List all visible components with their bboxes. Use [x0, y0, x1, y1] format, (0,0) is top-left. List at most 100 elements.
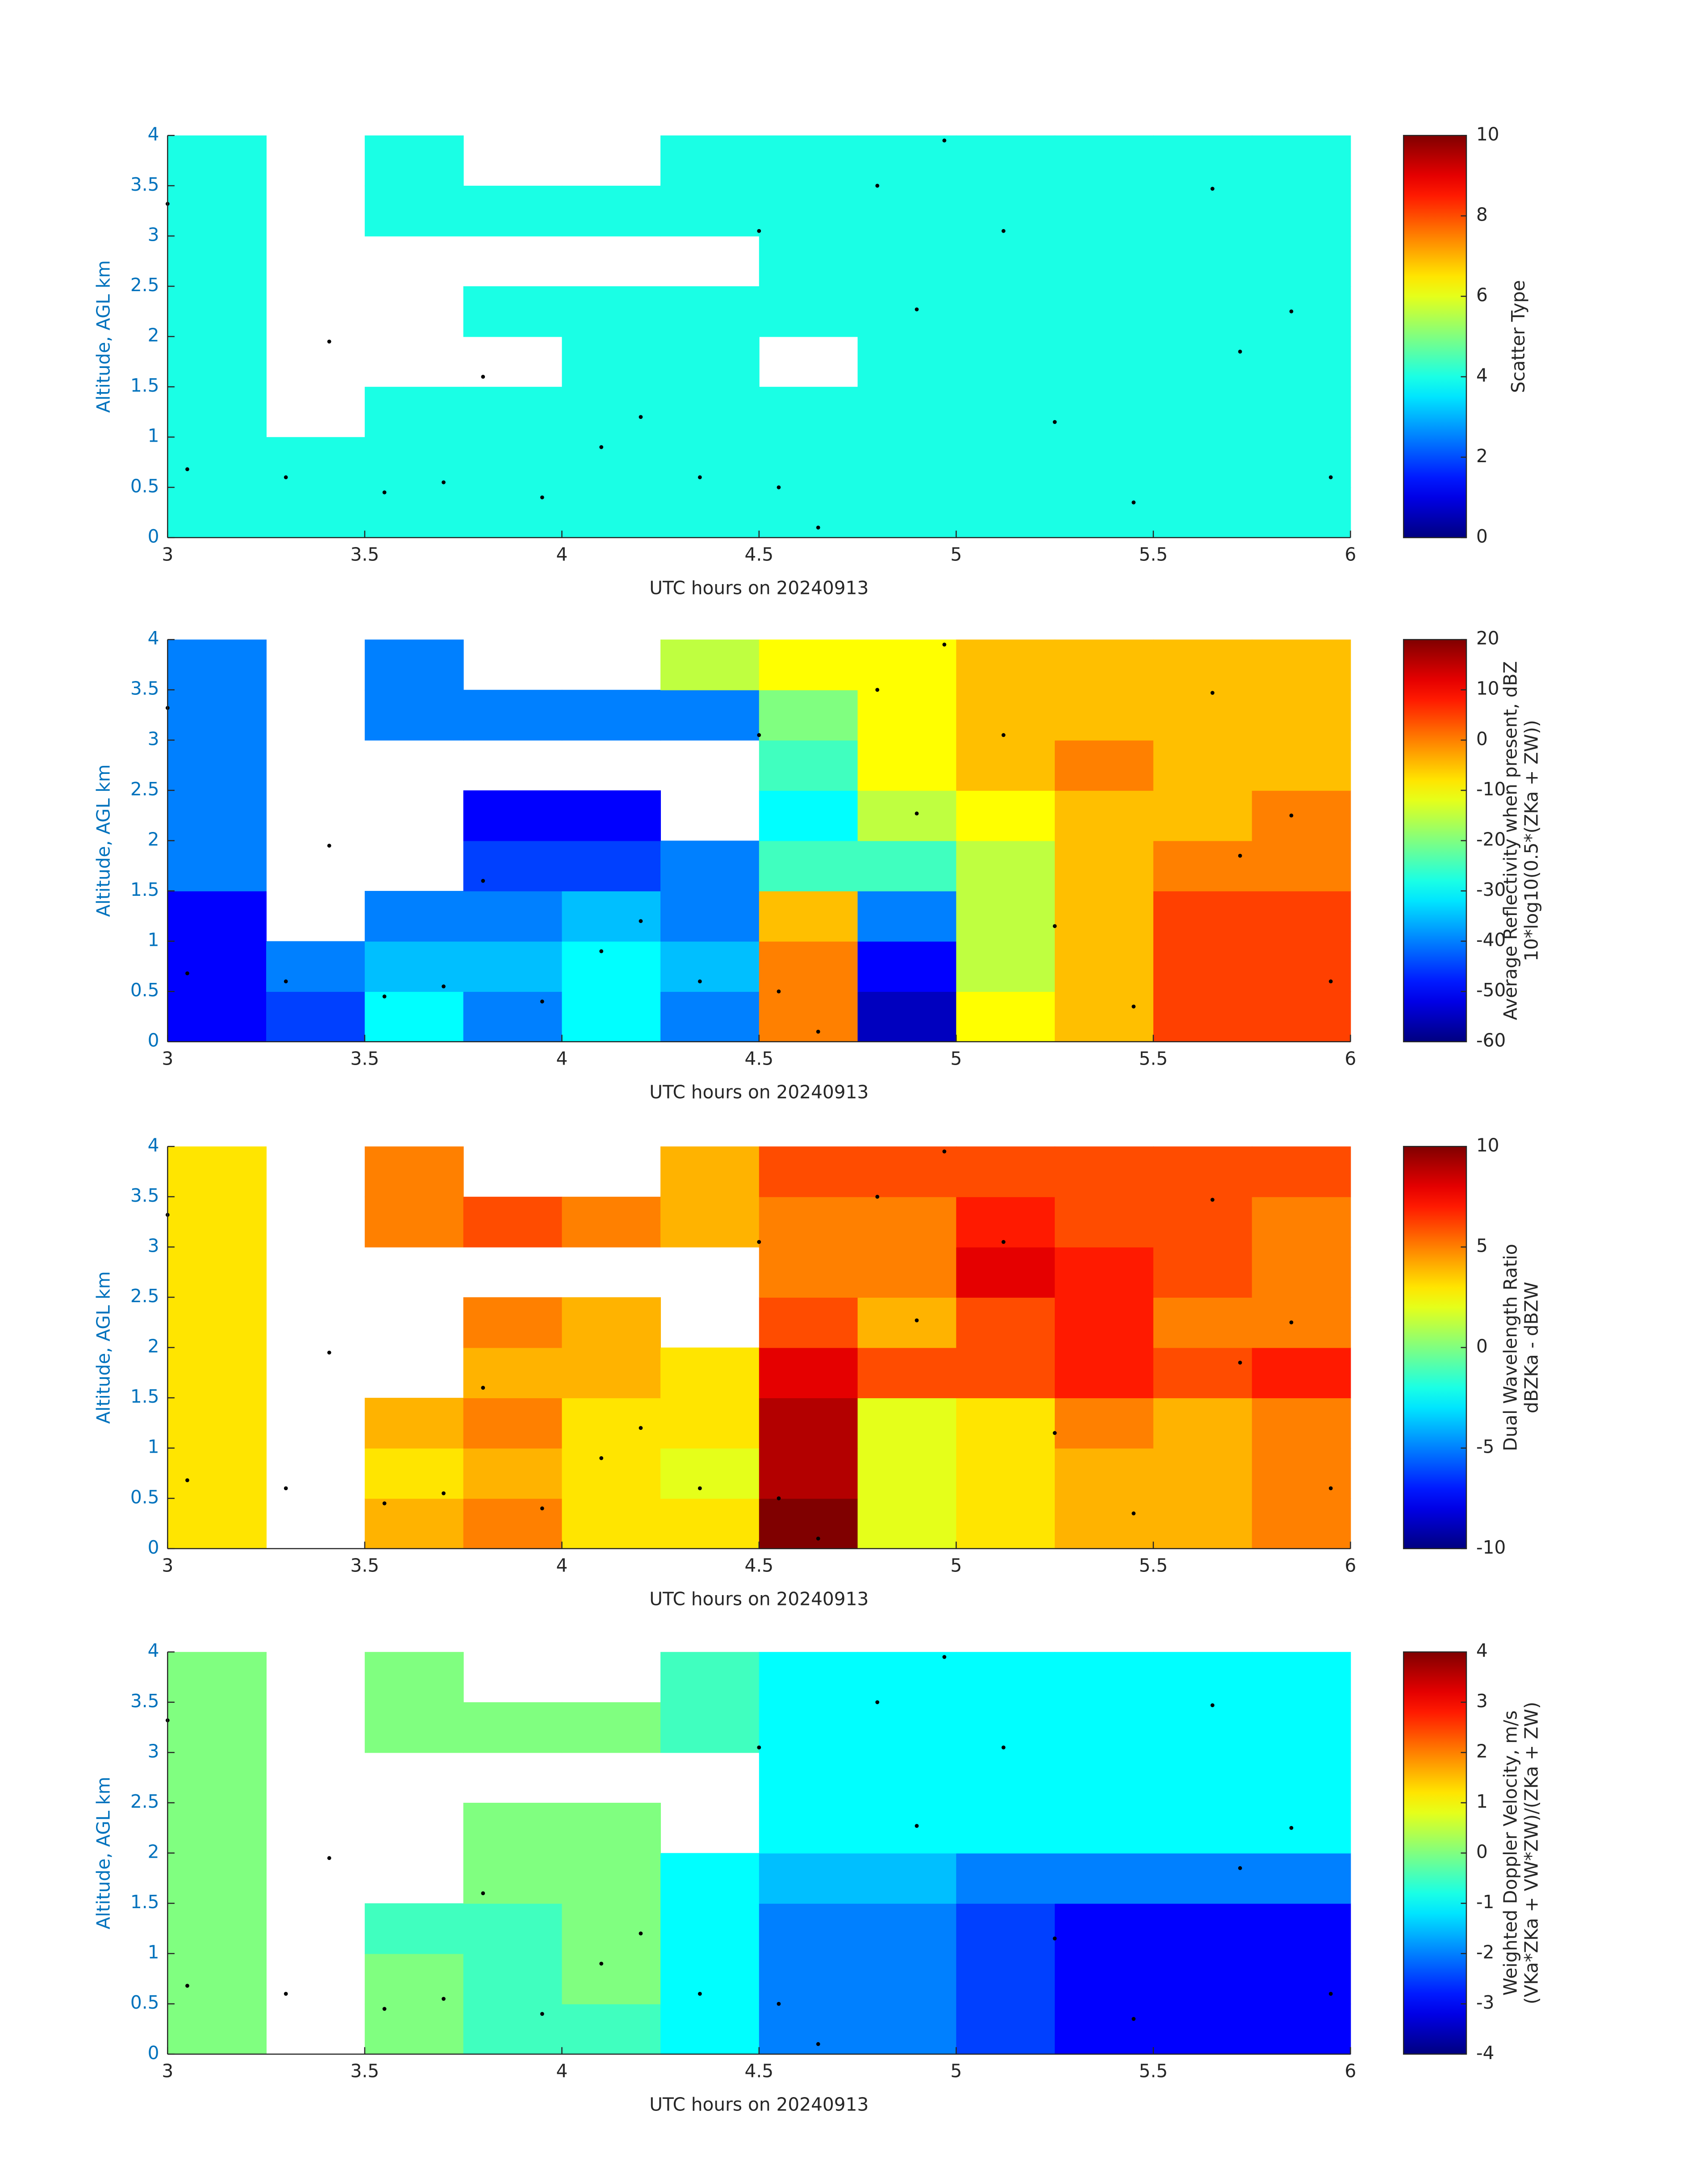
colorbar-tick-label: 0 [1476, 526, 1488, 547]
heatmap-cell [660, 689, 760, 741]
x-axis-label: UTC hours on 20240913 [649, 577, 869, 599]
heatmap-cell [463, 991, 563, 1042]
y-tick-label: 4 [148, 1134, 159, 1156]
y-axis-label: Altitude, AGL km [93, 260, 114, 413]
heatmap-cell [562, 1448, 661, 1499]
heatmap-cell [562, 336, 661, 388]
heatmap-cell [857, 185, 957, 237]
heatmap-cell [857, 1146, 957, 1197]
marker-point [816, 526, 820, 530]
y-axis-label: Altitude, AGL km [93, 1271, 114, 1424]
colorbar-tick-label: 5 [1476, 1235, 1488, 1256]
heatmap-cell [956, 336, 1056, 388]
y-tick-label: 3 [148, 224, 159, 245]
y-tick-label: 2.5 [130, 1285, 159, 1307]
heatmap-cell [167, 689, 267, 741]
colorbar-label: Dual Wavelength Ratio [1500, 1244, 1521, 1451]
y-tick-label: 4 [148, 1640, 159, 1661]
colorbar-tick-label: -5 [1476, 1436, 1495, 1458]
heatmap-cell [167, 941, 267, 992]
heatmap-cell [956, 991, 1056, 1042]
y-tick-label: 1.5 [130, 1386, 159, 1407]
marker-point [1289, 1320, 1294, 1325]
heatmap-cell [562, 1347, 661, 1399]
marker-point [1238, 853, 1242, 858]
x-tick-label: 5.5 [1139, 1555, 1168, 1576]
marker-point [1210, 1198, 1215, 1202]
heatmap-cell [956, 1853, 1056, 1904]
heatmap-cell [857, 1347, 957, 1399]
colorbar-label: dBZKa - dBZW [1520, 1282, 1542, 1413]
heatmap-cell [759, 286, 858, 337]
heatmap-cell [167, 1652, 267, 1703]
heatmap-cell [167, 840, 267, 891]
marker-point [540, 1506, 544, 1511]
heatmap-cell [956, 1448, 1056, 1499]
heatmap-cell [759, 1903, 858, 1954]
x-axis-label: UTC hours on 20240913 [649, 2094, 869, 2115]
y-tick-label: 0 [148, 2042, 159, 2064]
heatmap-cell [1055, 185, 1154, 237]
heatmap-cell [364, 437, 464, 488]
heatmap-cell [956, 1802, 1056, 1854]
y-tick-label: 3.5 [130, 678, 159, 699]
heatmap-cell [1252, 236, 1351, 287]
heatmap-cell [857, 1853, 957, 1904]
heatmap-cell [660, 1903, 760, 1954]
heatmap-cell [660, 1448, 760, 1499]
marker-point [327, 1856, 331, 1860]
heatmap-cell [364, 1652, 464, 1703]
marker-point [382, 994, 387, 999]
heatmap-cell [1055, 1247, 1154, 1298]
heatmap-cell [1153, 286, 1253, 337]
heatmap-cell [1252, 840, 1351, 891]
heatmap-cell [1252, 1448, 1351, 1499]
y-tick-label: 3.5 [130, 1185, 159, 1206]
x-tick-label: 5 [950, 2060, 962, 2081]
marker-point [1001, 1745, 1006, 1750]
heatmap-cell [1055, 487, 1154, 538]
x-tick-label: 3 [162, 2060, 173, 2081]
heatmap-cell [463, 1398, 563, 1449]
colorbar [1403, 135, 1467, 539]
heatmap-cell [463, 1196, 563, 1248]
heatmap-cell [463, 487, 563, 538]
heatmap [167, 1652, 1351, 2055]
marker-point [915, 307, 919, 312]
heatmap-cell [1055, 790, 1154, 841]
heatmap-cell [167, 1347, 267, 1399]
heatmap-cell [1153, 1752, 1253, 1803]
heatmap-cell [857, 891, 957, 942]
colorbar-tick-label: 0 [1476, 1336, 1488, 1357]
heatmap-cell [956, 135, 1056, 186]
heatmap-cell [562, 840, 661, 891]
heatmap-cell [759, 941, 858, 992]
heatmap-cell [660, 840, 760, 891]
heatmap-cell [1252, 689, 1351, 741]
y-tick-label: 2 [148, 828, 159, 850]
y-tick-label: 0.5 [130, 475, 159, 497]
y-tick-label: 1.5 [130, 1891, 159, 1913]
heatmap-cell [1153, 1146, 1253, 1197]
colorbar-tick-label: 8 [1476, 204, 1488, 225]
x-tick-label: 3.5 [350, 1048, 379, 1069]
heatmap-cell [463, 891, 563, 942]
colorbar-tick-label: 20 [1476, 627, 1499, 649]
heatmap-cell [1153, 1297, 1253, 1348]
heatmap-cell [956, 1297, 1056, 1348]
y-tick-label: 2.5 [130, 778, 159, 800]
y-axis-label: Altitude, AGL km [93, 1777, 114, 1930]
heatmap-cell [1055, 891, 1154, 942]
colorbar-tick-label: 2 [1476, 1740, 1488, 1762]
x-tick-label: 6 [1345, 1048, 1356, 1069]
marker-point [757, 229, 761, 233]
heatmap-cell [364, 1953, 464, 2005]
heatmap-cell [1055, 1196, 1154, 1248]
heatmap-cell [1055, 1953, 1154, 2005]
heatmap-cell [463, 941, 563, 992]
marker-point [185, 1984, 189, 1988]
marker-point [1052, 420, 1057, 424]
heatmap-cell [759, 891, 858, 942]
heatmap-cell [463, 1802, 563, 1854]
